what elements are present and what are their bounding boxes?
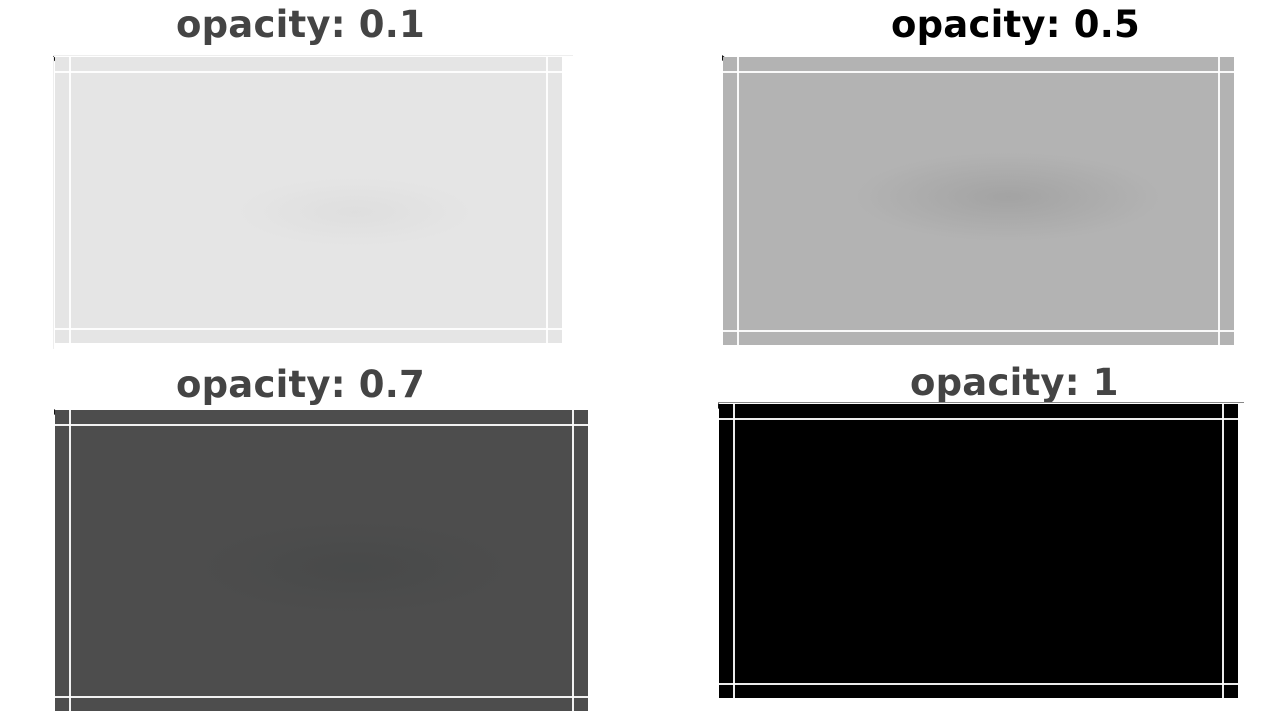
- frame-line: [719, 418, 1238, 420]
- frame-line: [69, 57, 71, 343]
- faded-shape: [235, 177, 475, 247]
- faded-shape: [195, 520, 515, 615]
- faded-shape: [853, 152, 1163, 242]
- frame-line: [733, 404, 735, 698]
- frame-line: [723, 330, 1234, 332]
- opacity-panel: [55, 410, 588, 711]
- frame-line: [55, 71, 562, 73]
- left-edge-line: [53, 57, 54, 349]
- frame-line: [737, 57, 739, 345]
- frame-line: [1222, 404, 1224, 698]
- frame-line: [69, 410, 71, 711]
- frame-line: [1218, 57, 1220, 345]
- opacity-panel: [723, 57, 1234, 345]
- frame-line: [55, 696, 588, 698]
- opacity-label: opacity: 0.7: [176, 363, 425, 406]
- opacity-label: opacity: 0.1: [176, 3, 425, 46]
- frame-line: [55, 424, 588, 426]
- frame-line: [719, 683, 1238, 685]
- top-edge-line: [53, 55, 573, 56]
- opacity-label: opacity: 1: [910, 361, 1119, 404]
- opacity-label: opacity: 0.5: [891, 3, 1140, 46]
- frame-line: [572, 410, 574, 711]
- frame-line: [723, 71, 1234, 73]
- frame-line: [546, 57, 548, 343]
- opacity-panel: [719, 404, 1238, 698]
- frame-line: [55, 328, 562, 330]
- top-edge-line: [718, 402, 1244, 403]
- opacity-panel: [55, 57, 562, 343]
